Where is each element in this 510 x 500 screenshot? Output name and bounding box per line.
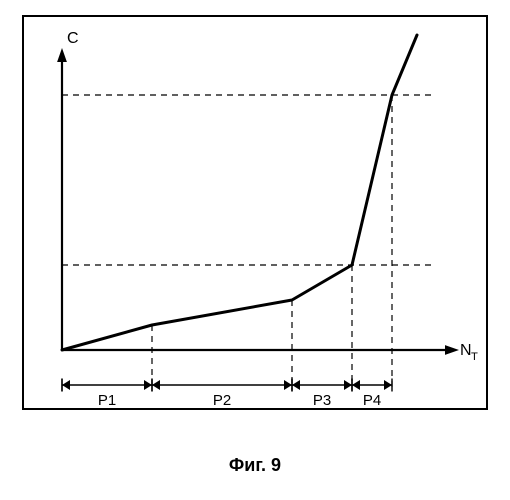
svg-text:N: N [460,342,472,359]
svg-text:P2: P2 [213,392,231,409]
svg-text:P1: P1 [98,392,116,409]
svg-text:P4: P4 [363,392,381,409]
figure-caption: Фиг. 9 [0,455,510,476]
svg-text:T: T [471,351,478,363]
svg-text:C: C [67,30,79,47]
line-chart: C NT P1 P2 P3 P4 [22,15,488,410]
svg-text:P3: P3 [313,392,331,409]
